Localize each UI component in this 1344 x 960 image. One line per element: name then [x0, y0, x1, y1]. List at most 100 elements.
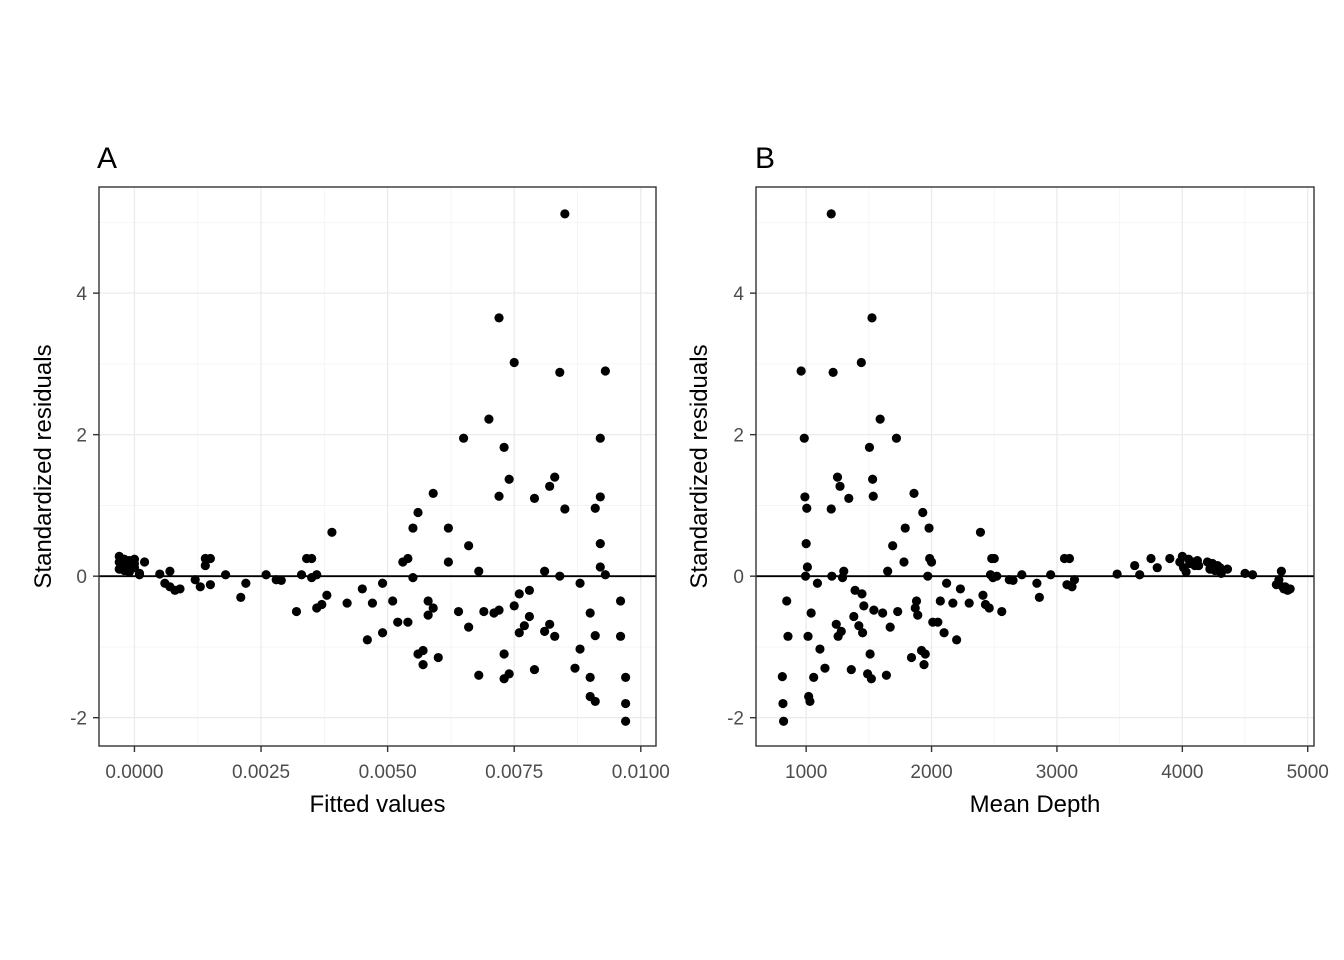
data-point [504, 669, 514, 679]
data-point [550, 631, 560, 641]
data-point [796, 366, 806, 376]
data-point [978, 590, 988, 600]
data-point [846, 664, 856, 675]
data-point [504, 474, 514, 484]
panel-a-y-axis-title: Standardized residuals [30, 344, 57, 588]
data-point [443, 523, 453, 533]
data-point [1194, 560, 1204, 571]
x-tick-label: 0.0075 [485, 762, 543, 783]
data-point [307, 553, 317, 564]
data-point [342, 598, 352, 608]
data-point [484, 414, 494, 424]
data-point [849, 611, 859, 622]
data-point [418, 660, 428, 670]
data-point [802, 562, 813, 572]
data-point [555, 367, 565, 377]
x-tick-label: 0.0000 [105, 762, 163, 783]
data-point [1152, 563, 1162, 573]
data-point [524, 611, 535, 622]
data-point [919, 660, 929, 670]
y-tick-label: 2 [76, 426, 87, 447]
data-point [920, 649, 930, 659]
data-point [377, 628, 388, 638]
x-tick-label: 4000 [1161, 762, 1203, 783]
y-tick-label: 4 [733, 284, 744, 305]
data-point [362, 635, 372, 645]
data-point [600, 366, 610, 376]
data-point [1017, 570, 1027, 580]
data-point [590, 503, 600, 513]
data-point [1069, 575, 1080, 585]
data-point [464, 622, 474, 632]
panel-b-frame [755, 186, 1315, 747]
data-point [519, 621, 529, 631]
y-tick-label: 2 [733, 426, 744, 447]
data-point [621, 716, 631, 726]
data-point [906, 652, 917, 663]
panel-a: A 0.0000 0.0025 0.0050 0.0075 0.0100 -2 0 2 4 Fi… [30, 142, 670, 818]
data-point [857, 628, 868, 638]
data-point [815, 644, 825, 654]
data-point [913, 610, 923, 620]
data-point [499, 442, 509, 452]
data-point [984, 603, 994, 613]
data-point [926, 557, 937, 567]
data-point [276, 575, 286, 586]
data-point [453, 606, 464, 617]
data-point [868, 491, 878, 501]
data-point [1112, 569, 1122, 579]
data-point [1130, 560, 1140, 571]
panel-tag-a: A [97, 142, 117, 175]
data-point [866, 674, 876, 684]
data-point [835, 481, 845, 491]
data-point [820, 663, 830, 673]
data-point [941, 578, 952, 588]
data-point [595, 492, 605, 502]
data-point [540, 566, 550, 576]
data-point [964, 598, 974, 608]
data-point [1008, 575, 1018, 586]
x-tick-label: 2000 [910, 762, 952, 783]
data-point [948, 598, 958, 608]
data-point [621, 698, 631, 709]
data-point [509, 601, 519, 611]
data-point [878, 608, 888, 618]
y-tick-label: 4 [76, 284, 87, 305]
data-point [885, 622, 895, 632]
data-point [826, 504, 836, 514]
data-point [869, 605, 879, 615]
y-tick-label: -2 [70, 709, 87, 730]
data-point [433, 652, 443, 663]
data-point [236, 592, 246, 603]
data-point [428, 603, 438, 613]
data-point [464, 541, 474, 551]
data-point [403, 617, 413, 627]
data-point [514, 628, 524, 638]
y-tick-label: 0 [76, 567, 87, 588]
data-point [854, 621, 864, 631]
data-point [550, 472, 560, 482]
panel-b: B 1000 2000 3000 4000 5000 -2 0 2 4 Mean Depth S… [686, 142, 1329, 818]
data-point [856, 357, 866, 368]
data-point [900, 523, 910, 533]
data-point [1285, 584, 1295, 594]
data-point [1247, 570, 1258, 580]
data-point [560, 209, 570, 219]
panel-b-points [777, 209, 1295, 726]
data-point [992, 571, 1002, 581]
data-point [443, 557, 453, 567]
data-point [826, 209, 836, 219]
data-point [524, 585, 535, 595]
data-point [1135, 570, 1145, 580]
data-point [778, 698, 788, 709]
data-point [555, 571, 565, 581]
panel-b-ticks: 1000 2000 3000 4000 5000 -2 0 2 4 [727, 284, 1329, 783]
data-point [800, 571, 811, 581]
data-point [997, 606, 1007, 617]
data-point [909, 488, 919, 498]
data-point [1067, 582, 1077, 592]
data-point [494, 313, 504, 323]
data-point [615, 631, 626, 641]
data-point [545, 481, 555, 491]
